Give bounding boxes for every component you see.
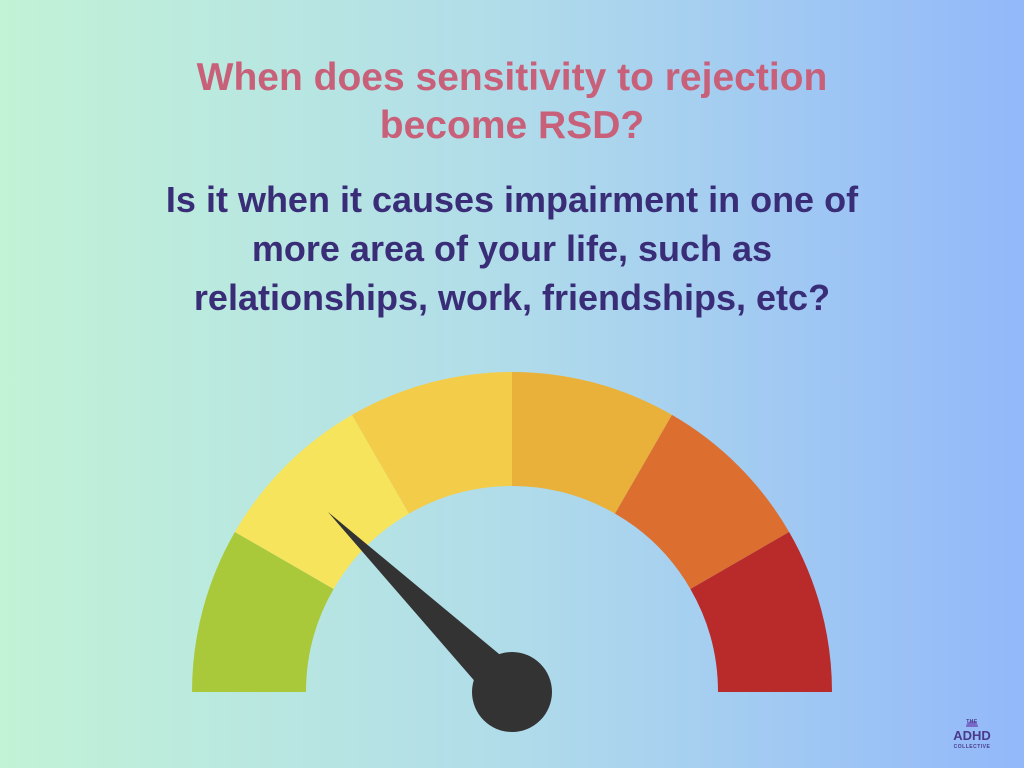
needle-pointer <box>328 512 528 708</box>
title: When does sensitivity to rejection becom… <box>197 56 828 147</box>
needle <box>328 512 552 732</box>
question-line: relationships, work, friendships, etc? <box>194 277 830 318</box>
needle-hub <box>472 652 552 732</box>
gauge-segment <box>690 532 832 692</box>
logo: THE ADHD COLLECTIVE <box>953 719 991 750</box>
gauge-segment <box>352 372 512 514</box>
question-line: more area of your life, such as <box>252 228 772 269</box>
logo-icon <box>966 721 978 727</box>
title-line: become RSD? <box>380 104 644 147</box>
gauge-segment <box>192 532 334 692</box>
title-line: When does sensitivity to rejection <box>197 56 828 99</box>
question-line: Is it when it causes impairment in one o… <box>166 179 859 220</box>
logo-top: THE <box>966 719 978 725</box>
logo-name: ADHD <box>953 728 991 743</box>
gauge-segment <box>512 372 672 514</box>
question: Is it when it causes impairment in one o… <box>166 179 859 318</box>
gauge <box>192 372 832 692</box>
gauge-segment <box>615 414 790 589</box>
logo-bottom: COLLECTIVE <box>954 744 991 750</box>
